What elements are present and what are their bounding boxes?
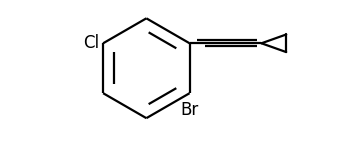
Text: Cl: Cl — [83, 34, 99, 52]
Text: Br: Br — [180, 101, 199, 119]
